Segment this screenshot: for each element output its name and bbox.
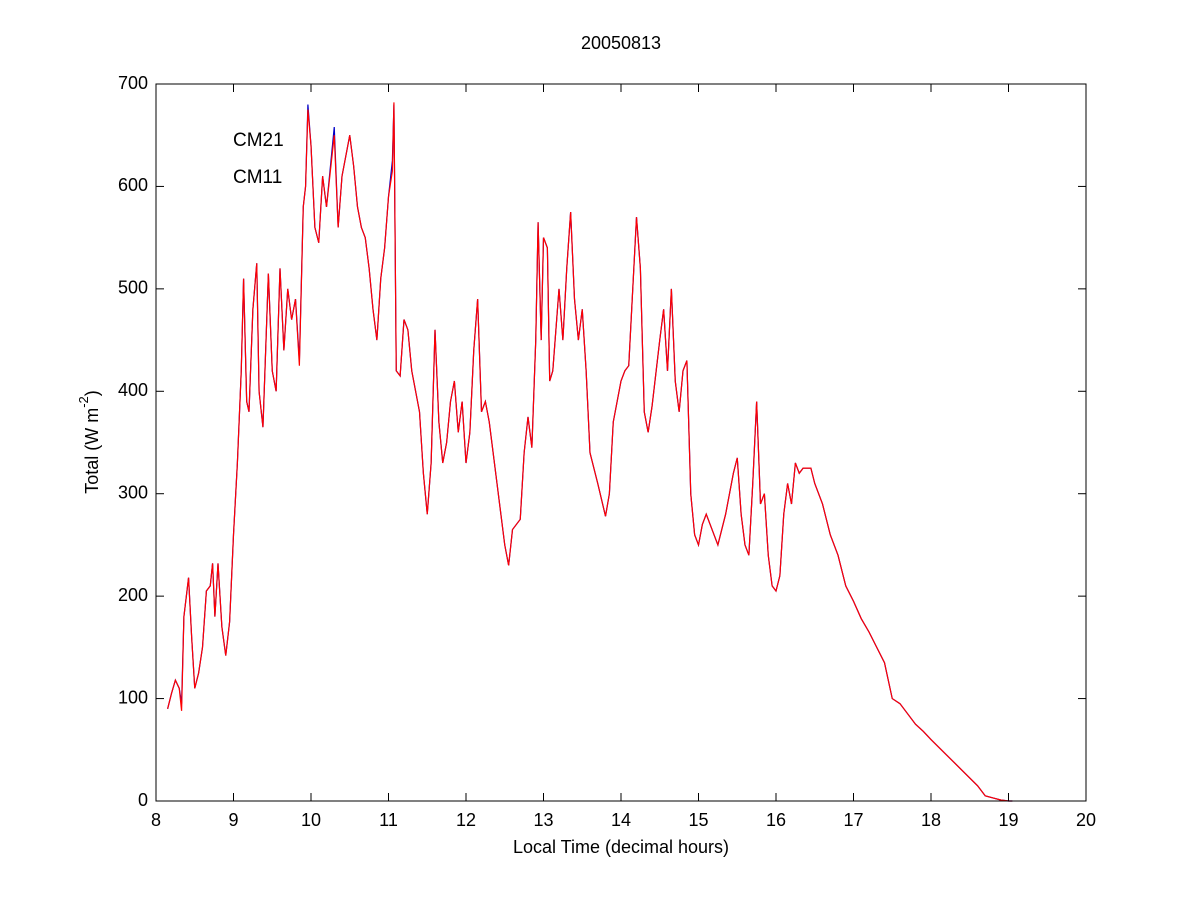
x-tick-label: 8 [151, 810, 161, 830]
legend-entry: CM11 [233, 167, 282, 188]
y-axis-label-text: Total (W m [82, 408, 102, 494]
x-tick-label: 19 [998, 810, 1018, 830]
y-tick-label: 300 [118, 482, 148, 502]
x-tick-label: 11 [379, 810, 398, 830]
y-tick-label: 600 [118, 175, 148, 195]
x-tick-label: 15 [688, 810, 708, 830]
y-tick-label: 700 [118, 73, 148, 93]
x-tick-label: 9 [228, 810, 238, 830]
data-line [167, 102, 1013, 802]
x-tick-label: 18 [921, 810, 941, 830]
x-tick-label: 17 [843, 810, 863, 830]
y-tick-label: 400 [118, 380, 148, 400]
x-tick-label: 14 [611, 810, 631, 830]
x-tick-label: 16 [766, 810, 786, 830]
legend-entry: CM21 [233, 130, 284, 151]
x-tick-label: 20 [1076, 810, 1096, 830]
y-axis-label-superscript: -2 [76, 396, 91, 408]
x-tick-label: 10 [301, 810, 321, 830]
x-tick-label: 12 [456, 810, 476, 830]
x-tick-label: 13 [533, 810, 553, 830]
y-tick-label: 100 [118, 687, 148, 707]
y-tick-label: 0 [138, 790, 148, 810]
chart-title: 20050813 [581, 33, 661, 53]
y-axis-label-suffix: ) [82, 390, 102, 396]
x-axis-label: Local Time (decimal hours) [513, 837, 729, 857]
y-axis-label: Total (W m-2) [76, 390, 101, 494]
y-tick-label: 500 [118, 278, 148, 298]
y-tick-label: 200 [118, 585, 148, 605]
